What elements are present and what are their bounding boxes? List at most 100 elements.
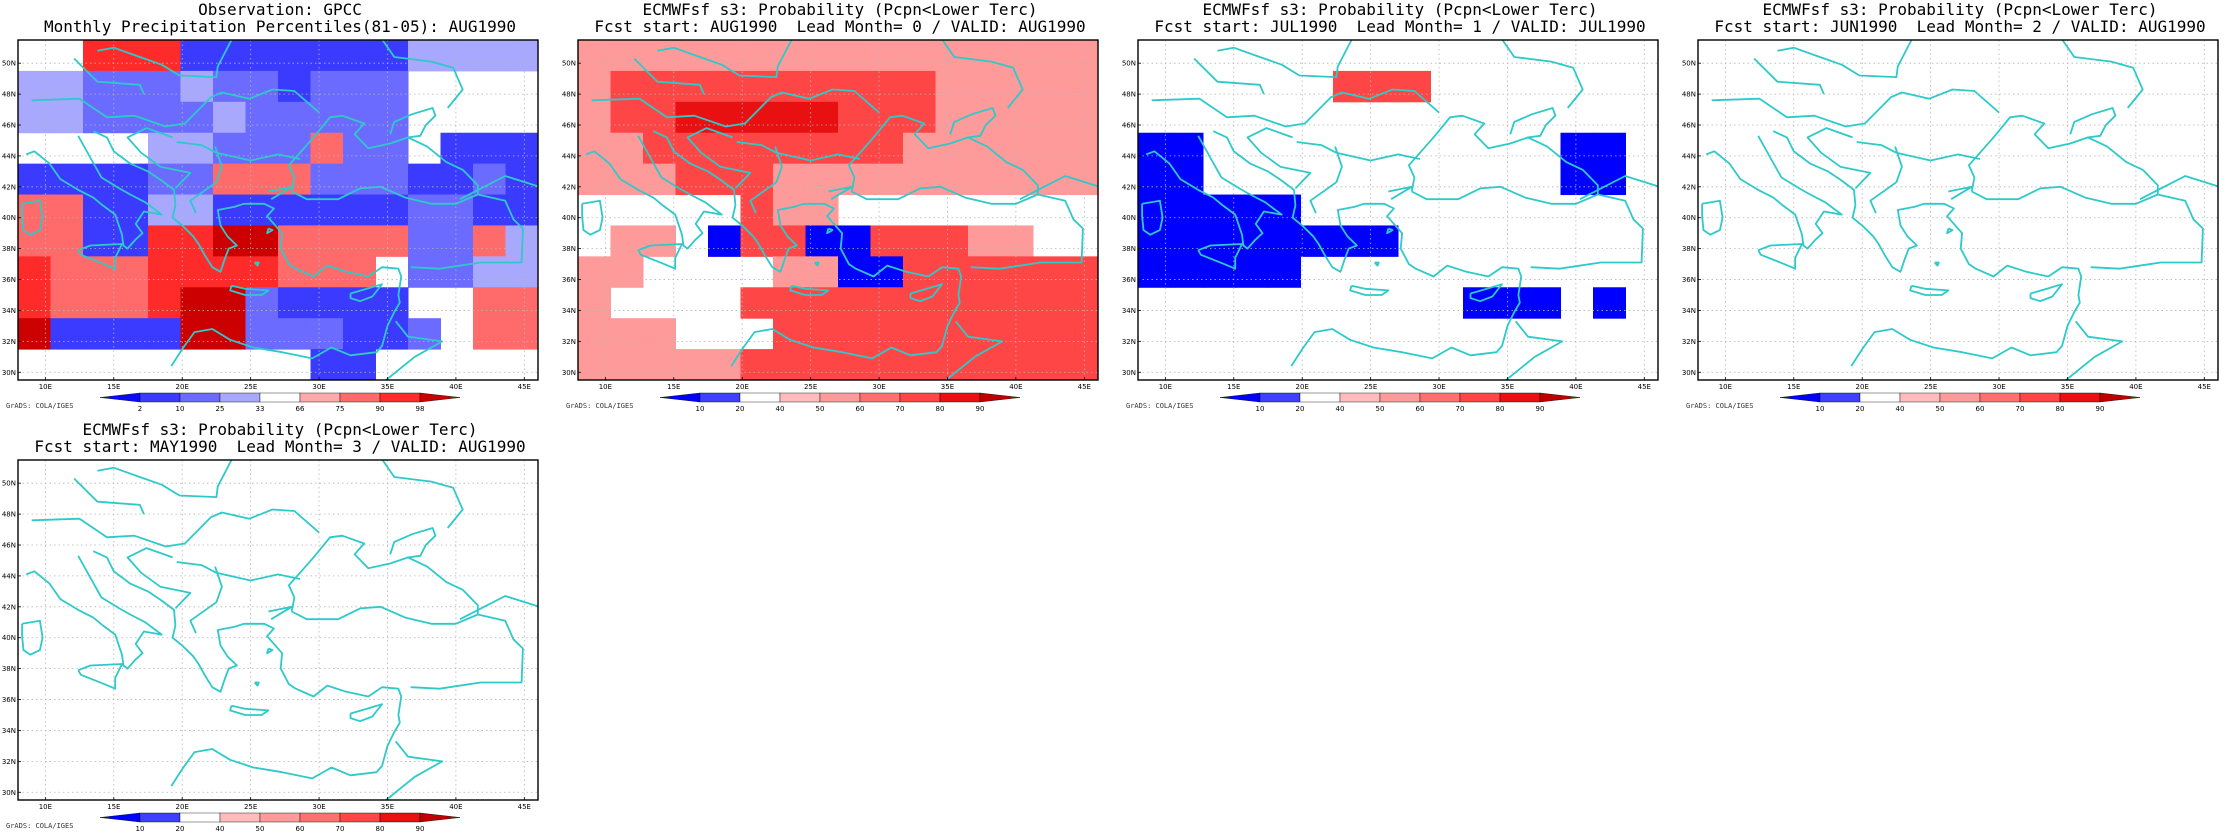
coastline [73,57,145,95]
grid-cell [1000,318,1034,350]
colorbar-label: 70 [896,405,905,413]
grid-cell [708,349,741,381]
grid-cell [115,163,149,196]
colorbar: 10 20 40 50 60 70 80 90 [659,392,1021,413]
coastline [1296,141,1421,162]
coastline [92,550,403,787]
lat-tick-label: 30N [2,369,16,377]
lon-tick-label: 20E [176,803,189,811]
coastline [789,284,830,296]
lat-tick-label: 32N [1122,338,1136,346]
coastline [77,663,123,690]
grid-cell [180,194,214,226]
grid-cell [375,132,409,165]
coastline [1777,40,1913,78]
grid-cell [1000,225,1034,257]
coastline [410,613,524,690]
colorbar-label: 40 [1336,405,1345,413]
grid-cell [278,101,311,134]
coastline [1869,146,1903,214]
grid-cell [473,132,506,165]
coastline [585,135,723,250]
coastline [126,547,192,610]
grid-cell [1033,349,1066,381]
panel-title: ECMWFsf s3: Probability (Pcpn<Lower Terc… [1762,0,2158,19]
grid-cell [408,40,441,72]
lat-tick-label: 48N [1682,91,1696,99]
colorbar-label: 66 [296,405,305,413]
grid-cell [408,225,441,257]
grid-cell [50,101,84,134]
colorbar: 10 20 40 50 60 70 80 90 [99,812,461,833]
map-panel-lead1: ECMWFsf s3: Probability (Pcpn<Lower Terc… [1120,0,1680,420]
grid-cell [903,70,936,103]
grid-cell [870,70,904,103]
coastline [1856,141,1981,162]
coastline [1806,127,1872,190]
lon-tick-label: 40E [1009,383,1022,391]
colorbar-label: 10 [1816,405,1825,413]
grid-cell [675,132,709,165]
grid-cell [343,70,376,103]
grid-cell [610,256,644,288]
coastline [381,40,464,109]
grid-cell [773,101,806,134]
grid-cell [375,318,409,350]
grid-cell [278,70,311,103]
grid-cell [115,101,149,134]
colorbar-label: 60 [296,825,305,833]
grid-cell [1033,70,1066,103]
grid-cell [310,70,344,103]
coastline [97,460,233,498]
grid-cell [935,256,969,288]
grid-cell [1560,132,1594,165]
grid-cell [115,194,149,226]
lon-tick-label: 15E [667,383,680,391]
colorbar-label: 50 [1936,405,1945,413]
coastline [31,508,320,548]
coastline [1246,127,1312,190]
lon-tick-label: 25E [1364,383,1377,391]
grid-cell [278,194,311,226]
grid-cell [1203,194,1236,226]
coastline [1469,283,1503,303]
panel-subtitle: Fcst start: JUN1990 Lead Month= 2 / VALI… [1714,17,2206,36]
coastline [1408,114,1599,205]
lat-tick-label: 30N [2,789,16,797]
colorbar-label: 20 [736,405,745,413]
grid-cell [1065,349,1099,381]
grid-cell [213,318,246,350]
coastline [749,146,783,214]
grid-cell [213,132,246,165]
coastline [266,647,274,655]
grid-cell [180,287,214,319]
grid-cell [505,163,539,196]
grid-cell [1268,225,1301,257]
grid-cell [1033,132,1066,165]
lon-tick-label: 30E [872,383,885,391]
grid-cell [643,349,676,381]
grid-cell [505,132,539,165]
lat-tick-label: 48N [2,511,16,519]
coastline [254,681,260,687]
colorbar: 10 20 40 50 60 70 80 90 [1779,392,2141,413]
grid-cell [50,287,84,319]
coastline [652,130,963,367]
coastline [288,534,479,625]
coastline [385,740,444,800]
grid-cell [83,256,116,288]
lat-tick-label: 32N [2,758,16,766]
grid-cell [870,256,904,288]
lon-tick-label: 10E [1159,383,1172,391]
grid-cell [1203,256,1236,288]
grid-cell [148,225,181,257]
coastline [1349,284,1390,296]
grid-cell [643,225,676,257]
coastline [686,127,752,190]
coastline [1772,130,2083,367]
grid-cell [1033,287,1066,319]
grid-cell [968,40,1001,72]
coastline [1701,199,1724,236]
